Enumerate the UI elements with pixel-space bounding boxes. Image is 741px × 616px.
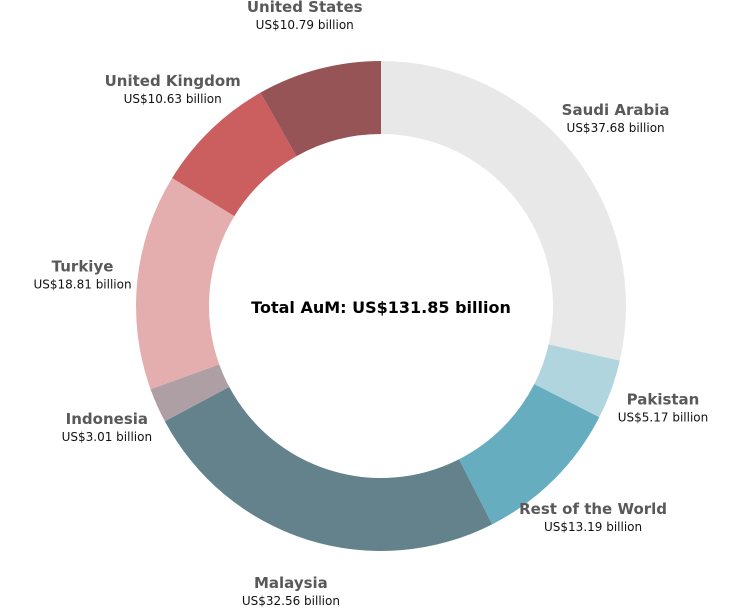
slice-label-malaysia: Malaysia [254, 574, 328, 592]
slice-label-united-states: United States [247, 0, 363, 16]
slice-value-indonesia: US$3.01 billion [62, 430, 152, 444]
center-total-label: Total AuM: US$131.85 billion [251, 298, 511, 317]
slice-pakistan [534, 344, 620, 418]
slice-malaysia [164, 386, 493, 551]
slice-rest-of-the-world [459, 384, 600, 525]
slice-label-pakistan: Pakistan [627, 390, 700, 408]
slice-label-rest-of-the-world: Rest of the World [519, 500, 667, 518]
slice-label-turkiye: Turkiye [52, 258, 114, 276]
slice-labels: Saudi Arabia US$37.68 billion Pakistan US$5… [33, 0, 708, 608]
slice-value-turkiye: US$18.81 billion [33, 278, 131, 292]
slice-label-united-kingdom: United Kingdom [105, 72, 241, 90]
slice-turkiye [135, 177, 235, 390]
slice-value-pakistan: US$5.17 billion [618, 410, 708, 424]
slice-united-states [260, 61, 381, 157]
slice-united-kingdom [172, 92, 297, 217]
slice-label-indonesia: Indonesia [66, 410, 148, 428]
slice-label-saudi-arabia: Saudi Arabia [562, 101, 670, 119]
slice-value-malaysia: US$32.56 billion [242, 594, 340, 608]
slice-value-saudi-arabia: US$37.68 billion [567, 121, 665, 135]
slice-saudi-arabia [381, 61, 626, 361]
donut-slices [135, 61, 626, 551]
slice-value-rest-of-the-world: US$13.19 billion [544, 520, 642, 534]
slice-indonesia [150, 364, 230, 422]
slice-value-united-states: US$10.79 billion [256, 18, 354, 32]
slice-value-united-kingdom: US$10.63 billion [124, 92, 222, 106]
